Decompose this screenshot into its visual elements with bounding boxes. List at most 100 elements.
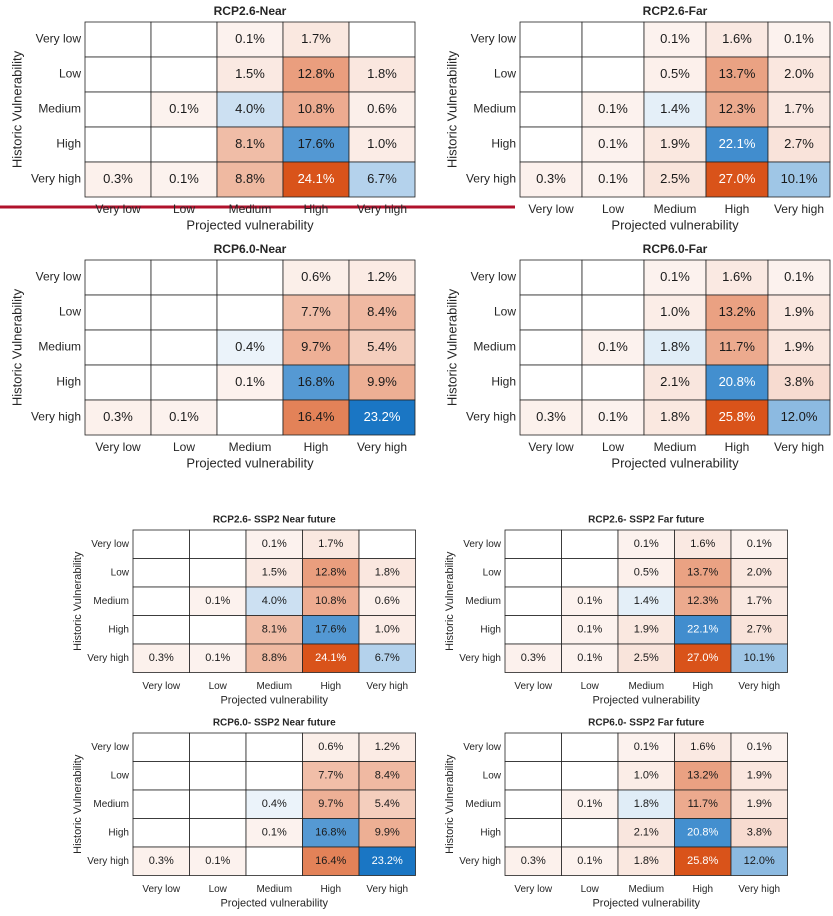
x-tick-label: Very low	[95, 440, 141, 454]
cell	[705, 161, 769, 198]
cell	[245, 643, 303, 673]
x-tick-label: Low	[173, 440, 195, 454]
cell	[581, 126, 645, 163]
chart-title: RCP6.0- SSP2 Far future	[588, 718, 705, 729]
cell	[617, 586, 675, 616]
cell-label: 12.8%	[298, 66, 335, 81]
empty-cell	[132, 761, 190, 791]
cell-label: 5.4%	[375, 798, 400, 810]
cell-label: 0.1%	[262, 538, 287, 550]
y-axis-label: Historic Vulnerability	[444, 288, 459, 406]
x-tick-label: Very low	[95, 202, 141, 216]
cell	[216, 126, 284, 163]
x-tick-label: Very high	[366, 884, 408, 895]
cell-label: 0.5%	[634, 567, 659, 579]
y-tick-label: High	[56, 375, 81, 389]
cell	[705, 329, 769, 366]
empty-cell	[150, 259, 218, 296]
cell	[730, 818, 788, 848]
y-tick-label: Very low	[91, 539, 130, 550]
cell	[617, 558, 675, 588]
cell-label: 3.8%	[747, 827, 772, 839]
empty-cell	[519, 294, 583, 331]
cell-label: 12.8%	[315, 567, 346, 579]
cell-label: 1.5%	[235, 66, 265, 81]
cell	[705, 294, 769, 331]
empty-cell	[504, 818, 562, 848]
empty-cell	[519, 56, 583, 93]
x-tick-label: Low	[209, 884, 228, 895]
cell	[674, 615, 732, 645]
cell-label: 22.1%	[719, 136, 756, 151]
y-tick-label: Medium	[38, 340, 81, 354]
y-tick-label: Medium	[473, 340, 516, 354]
cell	[617, 846, 675, 876]
empty-cell	[358, 529, 416, 559]
cell-label: 8.8%	[262, 652, 287, 664]
cell-label: 0.1%	[598, 136, 628, 151]
cell	[705, 259, 769, 296]
cell-label: 2.7%	[747, 624, 772, 636]
cell-label: 24.1%	[315, 652, 346, 664]
cell-label: 0.1%	[660, 31, 690, 46]
chart-title: RCP2.6- SSP2 Near future	[213, 515, 336, 526]
cell	[730, 846, 788, 876]
x-tick-label: Medium	[256, 681, 292, 692]
empty-cell	[504, 732, 562, 762]
cell-label: 22.1%	[687, 624, 718, 636]
empty-cell	[150, 364, 218, 401]
cell-label: 1.2%	[375, 741, 400, 753]
cell-label: 6.7%	[375, 652, 400, 664]
cell-label: 10.8%	[298, 101, 335, 116]
empty-cell	[561, 732, 619, 762]
cell-label: 2.1%	[660, 374, 690, 389]
x-tick-label: High	[320, 681, 341, 692]
cell-label: 0.1%	[169, 101, 199, 116]
cell-label: 10.1%	[781, 171, 818, 186]
cell	[767, 259, 831, 296]
cell-label: 12.0%	[781, 409, 818, 424]
cell-label: 7.7%	[301, 304, 331, 319]
cell-label: 1.7%	[784, 101, 814, 116]
cell-label: 0.1%	[577, 798, 602, 810]
cell	[643, 21, 707, 58]
y-axis-label: Historic Vulnerability	[444, 551, 456, 651]
cell	[767, 329, 831, 366]
cell-label: 1.9%	[660, 136, 690, 151]
cell-label: 8.1%	[262, 624, 287, 636]
y-tick-label: Medium	[93, 596, 129, 607]
empty-cell	[581, 56, 645, 93]
x-tick-label: Medium	[229, 202, 272, 216]
empty-cell	[216, 399, 284, 436]
empty-cell	[150, 329, 218, 366]
empty-cell	[504, 529, 562, 559]
empty-cell	[150, 294, 218, 331]
cell-label: 0.1%	[598, 101, 628, 116]
y-axis-label: Historic Vulnerability	[9, 50, 24, 168]
cell	[358, 643, 416, 673]
empty-cell	[189, 761, 247, 791]
cell	[617, 732, 675, 762]
cell-label: 1.6%	[690, 538, 715, 550]
cell	[358, 846, 416, 876]
empty-cell	[581, 21, 645, 58]
cell	[730, 761, 788, 791]
x-tick-label: High	[304, 440, 329, 454]
cell-label: 2.0%	[747, 567, 772, 579]
cell	[358, 732, 416, 762]
cell	[730, 789, 788, 819]
x-axis-label: Projected vulnerability	[220, 694, 328, 706]
cell	[617, 615, 675, 645]
cell-label: 0.1%	[598, 171, 628, 186]
empty-cell	[84, 329, 152, 366]
cell	[705, 91, 769, 128]
cell	[705, 399, 769, 436]
empty-cell	[189, 789, 247, 819]
cell	[348, 364, 416, 401]
cell-label: 0.1%	[784, 269, 814, 284]
cell	[358, 615, 416, 645]
cell-label: 23.2%	[372, 855, 403, 867]
cell-label: 6.7%	[367, 171, 397, 186]
cell	[282, 259, 350, 296]
empty-cell	[84, 56, 152, 93]
